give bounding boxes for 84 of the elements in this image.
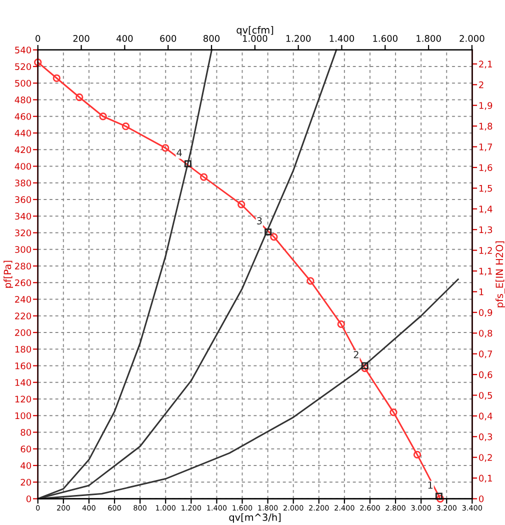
x2-tick-label: 800 [204,35,220,42]
point [122,122,130,130]
y2-tick-label: 1 [479,288,484,296]
x2-tick-label: 400 [116,35,133,42]
y2-tick-label: 1,5 [479,185,492,193]
x2-tick-label: 2.000 [460,35,484,42]
y2-tick-label: 0,6 [479,371,492,379]
point [413,450,422,459]
x2-axis-title: qv[cfm] [236,26,274,36]
y-tick-label: 80 [20,428,32,436]
y-tick-label: 520 [15,63,32,70]
y2-tick-label: 2 [479,81,484,88]
point [361,364,369,372]
y-tick-label: 400 [14,162,32,170]
y2-tick-label: 0,5 [479,392,492,400]
y2-tick-label: 0,4 [479,412,492,420]
y-tick-label: 40 [20,462,32,470]
y2-tick-label: 0,7 [479,350,492,358]
y-tick-label: 320 [15,229,32,236]
y-tick-label: 280 [15,262,32,270]
annotation: 1 [428,482,433,489]
x2-tick-label: 1.000 [242,35,268,42]
y-tick-label: 300 [15,246,32,253]
annotation: 4 [176,149,182,156]
point [162,144,170,152]
y2-tick-label: 1,8 [479,122,492,131]
point [238,200,246,208]
y-tick-label: 260 [15,279,32,286]
y-tick-label: 440 [14,130,32,137]
y-tick-label: 340 [15,212,32,220]
y2-tick-label: 1,9 [479,102,492,110]
y-tick-label: 0 [26,495,32,502]
x2-tick-label: 200 [73,35,90,42]
x-axis-title: qv[m^3/h] [229,513,281,523]
y-tick-label: 160 [15,362,32,370]
y2-tick-label: 0 [479,495,484,502]
y-tick-label: 200 [15,329,32,336]
y-tick-label: 540 [15,46,32,54]
y2-tick-label: 0,2 [479,454,492,462]
point [99,112,107,120]
point [436,494,444,503]
y-tick-label: 220 [15,312,32,320]
annotation: 2 [354,350,358,358]
point [34,58,42,66]
annotation: 3 [257,217,262,224]
y2-tick-label: 0,3 [479,433,492,442]
y2-tick-label: 1,3 [479,226,492,234]
y-tick-label: 380 [15,180,32,186]
point [200,173,208,181]
y2-tick-label: 1,4 [479,206,492,214]
y2-tick-label: 0,9 [479,309,492,317]
y2-axis-title: pfs_E[IN H2O] [496,241,505,308]
y-axis-title: pf[Pa] [4,260,14,288]
y2-tick-label: 1,6 [479,164,492,172]
y2-tick-label: 1,2 [479,247,492,255]
point [390,408,398,416]
y-tick-label: 240 [15,296,32,303]
y-tick-label: 20 [20,478,32,486]
x2-tick-label: 1.600 [373,35,398,42]
y2-tick-label: 1,1 [479,268,492,276]
y-tick-label: 500 [15,80,32,87]
x2-tick-label: 1.800 [416,35,441,42]
point [270,233,278,241]
point [52,74,60,82]
point [76,93,84,102]
y-tick-label: 180 [15,346,32,353]
x2-tick-label: 0 [36,35,40,42]
y-tick-label: 100 [15,412,32,420]
point [337,320,345,328]
point [306,277,314,285]
y2-tick-label: 0,1 [479,474,492,483]
y2-tick-label: 1,7 [479,144,492,152]
x2-tick-label: 600 [160,35,176,42]
x2-tick-label: 1.200 [286,35,311,42]
y2-tick-label: 0,8 [479,330,492,338]
y-tick-label: 140 [15,379,32,386]
y-tick-label: 60 [20,446,32,452]
y-tick-label: 420 [14,146,32,154]
y-tick-label: 460 [14,113,32,120]
y-tick-label: 480 [14,96,32,104]
x2-tick-label: 1.400 [330,35,354,42]
y-tick-label: 360 [15,196,32,204]
y2-tick-label: 2,1 [479,60,492,68]
y-tick-label: 120 [15,396,32,403]
